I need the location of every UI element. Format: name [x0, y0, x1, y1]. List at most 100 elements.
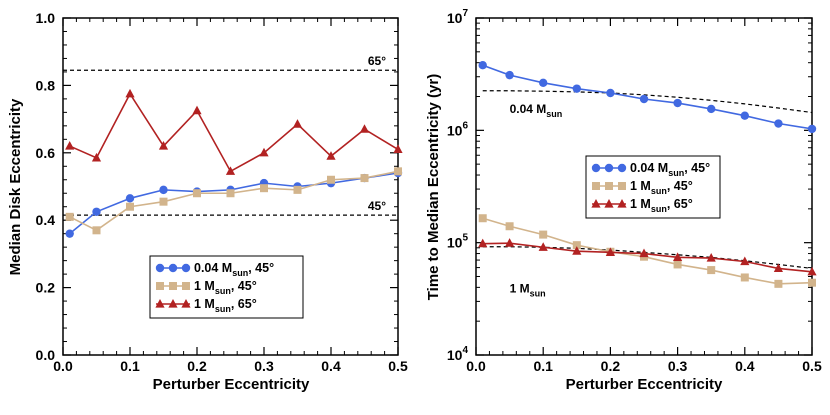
right-legend: 0.04 Msun, 45°1 Msun, 45°1 Msun, 65° — [585, 155, 721, 219]
left-y-tick-label: 0.6 — [36, 145, 56, 161]
right-legend-marker — [592, 182, 600, 190]
right-legend-marker — [604, 163, 614, 173]
right-data-point — [572, 241, 581, 250]
left-series-line — [69, 172, 399, 235]
right-panel: 0.0 0.1 0.2 0.3 0.4 0.5 104 105 106 107 0.04 Msun… — [425, 8, 822, 393]
left-data-point — [260, 184, 268, 193]
right-data-point — [807, 124, 817, 134]
right-x-axis-label: Perturber Eccentricity — [566, 376, 723, 393]
left-reference-lines: 65° 45° — [63, 54, 398, 216]
right-legend-marker — [617, 199, 627, 208]
left-legend-marker — [168, 299, 178, 308]
left-y-tick-label: 0.4 — [36, 212, 56, 228]
right-y-tick-label: 104 — [447, 345, 469, 363]
right-plot-frame — [475, 17, 813, 356]
right-data-point — [572, 84, 581, 93]
left-legend-marker — [155, 299, 165, 308]
right-legend-marker — [591, 163, 601, 173]
left-x-tick-label: 0.0 — [53, 358, 73, 374]
left-data-point — [159, 185, 168, 195]
right-legend-label: 0.04 Msun, 45° — [630, 161, 710, 178]
left-data-point — [394, 167, 402, 176]
left-y-axis-label: Median Disk Eccentricity — [7, 98, 24, 275]
left-data-point — [259, 147, 269, 157]
right-model-curve-label: 1 Msun — [510, 282, 546, 299]
right-x-tick-label: 0.2 — [601, 358, 621, 374]
right-data-point — [707, 266, 716, 275]
left-x-tick-label: 0.4 — [321, 358, 341, 374]
left-series — [65, 88, 403, 238]
left-data-point — [65, 212, 74, 221]
right-data-point — [606, 88, 615, 98]
left-reference-label: 45° — [368, 199, 386, 213]
left-data-point — [327, 175, 335, 184]
left-data-point — [326, 151, 336, 160]
left-legend-label: 1 Msun, 45° — [194, 279, 257, 296]
left-data-point — [65, 229, 74, 238]
right-data-point — [740, 273, 749, 282]
left-data-point — [226, 189, 235, 198]
right-data-point — [673, 260, 682, 269]
right-legend-marker — [604, 199, 614, 208]
left-data-point — [192, 105, 202, 115]
left-series-line — [69, 92, 399, 173]
right-data-point — [774, 279, 783, 288]
left-data-point — [158, 141, 169, 150]
left-data-point — [159, 197, 168, 206]
right-legend-label: 1 Msun, 65° — [630, 197, 693, 214]
left-reference-label: 65° — [368, 54, 386, 68]
left-data-point — [125, 194, 135, 203]
left-legend-marker — [156, 282, 164, 290]
left-legend-marker — [155, 263, 165, 273]
right-data-point — [478, 61, 487, 70]
right-ticks: 0.0 0.1 0.2 0.3 0.4 0.5 104 105 106 107 — [447, 8, 822, 374]
left-x-axis-label: Perturber Eccentricity — [153, 376, 310, 393]
right-data-point — [572, 246, 582, 255]
right-data-point — [808, 278, 816, 287]
left-data-point — [193, 189, 201, 198]
right-data-point — [539, 230, 548, 239]
left-legend-label: 1 Msun, 65° — [194, 297, 257, 314]
right-data-point — [673, 98, 682, 108]
right-data-point — [740, 111, 749, 120]
left-x-tick-label: 0.2 — [187, 358, 207, 374]
left-plot-frame — [62, 17, 399, 356]
left-y-tick-label: 0.2 — [36, 280, 56, 296]
right-legend-marker — [617, 163, 627, 173]
left-data-point — [293, 185, 302, 194]
right-data-point — [639, 94, 649, 104]
left-legend-marker — [168, 263, 178, 273]
right-data-point — [673, 252, 683, 261]
left-panel: 0.0 0.1 0.2 0.3 0.4 0.5 0.0 0.2 0.4 0.6 0.8 1.0 65°… — [7, 10, 408, 393]
right-data-point — [505, 70, 514, 80]
right-model-curve-label: 0.04 Msun — [510, 102, 563, 119]
left-legend-marker — [169, 282, 177, 290]
left-legend-marker — [181, 299, 191, 308]
left-data-point — [359, 124, 370, 133]
right-legend-marker — [618, 182, 626, 190]
right-data-point — [773, 263, 783, 273]
left-data-point — [393, 144, 403, 154]
right-x-tick-label: 0.4 — [735, 358, 755, 374]
left-x-tick-label: 0.5 — [388, 358, 408, 374]
left-y-tick-label: 0.8 — [36, 77, 56, 93]
left-data-point — [92, 226, 101, 235]
right-legend-marker — [591, 199, 601, 208]
right-legend-label: 1 Msun, 45° — [630, 179, 693, 196]
left-legend-entries: 0.04 Msun, 45°1 Msun, 45°1 Msun, 65° — [155, 261, 274, 314]
left-x-tick-label: 0.3 — [254, 358, 274, 374]
right-y-tick-label: 107 — [447, 8, 469, 26]
right-x-tick-label: 0.1 — [533, 358, 553, 374]
left-legend: 0.04 Msun, 45°1 Msun, 45°1 Msun, 65° — [149, 255, 304, 319]
left-legend-marker — [181, 263, 191, 273]
right-data-point — [605, 247, 615, 256]
right-data-point — [505, 238, 515, 247]
right-data-point — [740, 256, 750, 266]
right-data-point — [478, 214, 487, 223]
right-data-point — [505, 222, 514, 231]
left-data-point — [92, 207, 101, 216]
left-ticks: 0.0 0.1 0.2 0.3 0.4 0.5 0.0 0.2 0.4 0.6 0.8 1.0 — [36, 10, 408, 374]
right-legend-entries: 0.04 Msun, 45°1 Msun, 45°1 Msun, 65° — [591, 161, 710, 214]
right-data-point — [639, 248, 649, 258]
